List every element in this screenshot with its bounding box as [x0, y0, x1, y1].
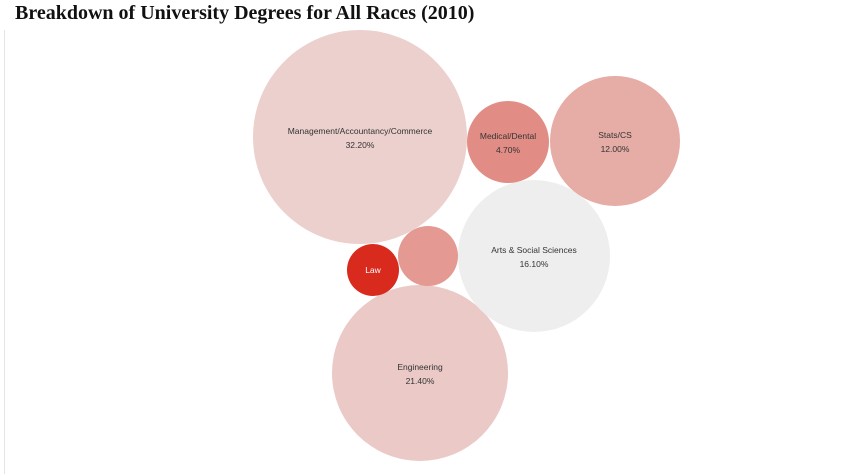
bubble-label-law: Law [365, 265, 381, 275]
bubble-value-arts-social-sciences: 16.10% [520, 259, 549, 269]
bubble-value-stats-cs: 12.00% [601, 144, 630, 154]
bubble-label-medical-dental: Medical/Dental [480, 131, 536, 141]
bubble-medical-dental[interactable] [467, 101, 549, 183]
bubble-label-stats-cs: Stats/CS [598, 130, 632, 140]
bubble-label-engineering: Engineering [397, 362, 443, 372]
bubble-engineering[interactable] [332, 285, 508, 461]
bubble-law[interactable] [347, 244, 399, 296]
left-border [4, 30, 5, 474]
bubble-unlabeled[interactable] [398, 226, 458, 286]
bubble-label-arts-social-sciences: Arts & Social Sciences [491, 245, 577, 255]
chart-title: Breakdown of University Degrees for All … [15, 2, 475, 24]
bubble-label-management-accountancy-commerce: Management/Accountancy/Commerce [288, 126, 433, 136]
bubble-value-medical-dental: 4.70% [496, 145, 521, 155]
bubble-stats-cs[interactable] [550, 76, 680, 206]
bubble-management-accountancy-commerce[interactable] [253, 30, 467, 244]
bubble-arts-social-sciences[interactable] [458, 180, 610, 332]
bubble-value-engineering: 21.40% [406, 376, 435, 386]
bubble-value-management-accountancy-commerce: 32.20% [346, 140, 375, 150]
